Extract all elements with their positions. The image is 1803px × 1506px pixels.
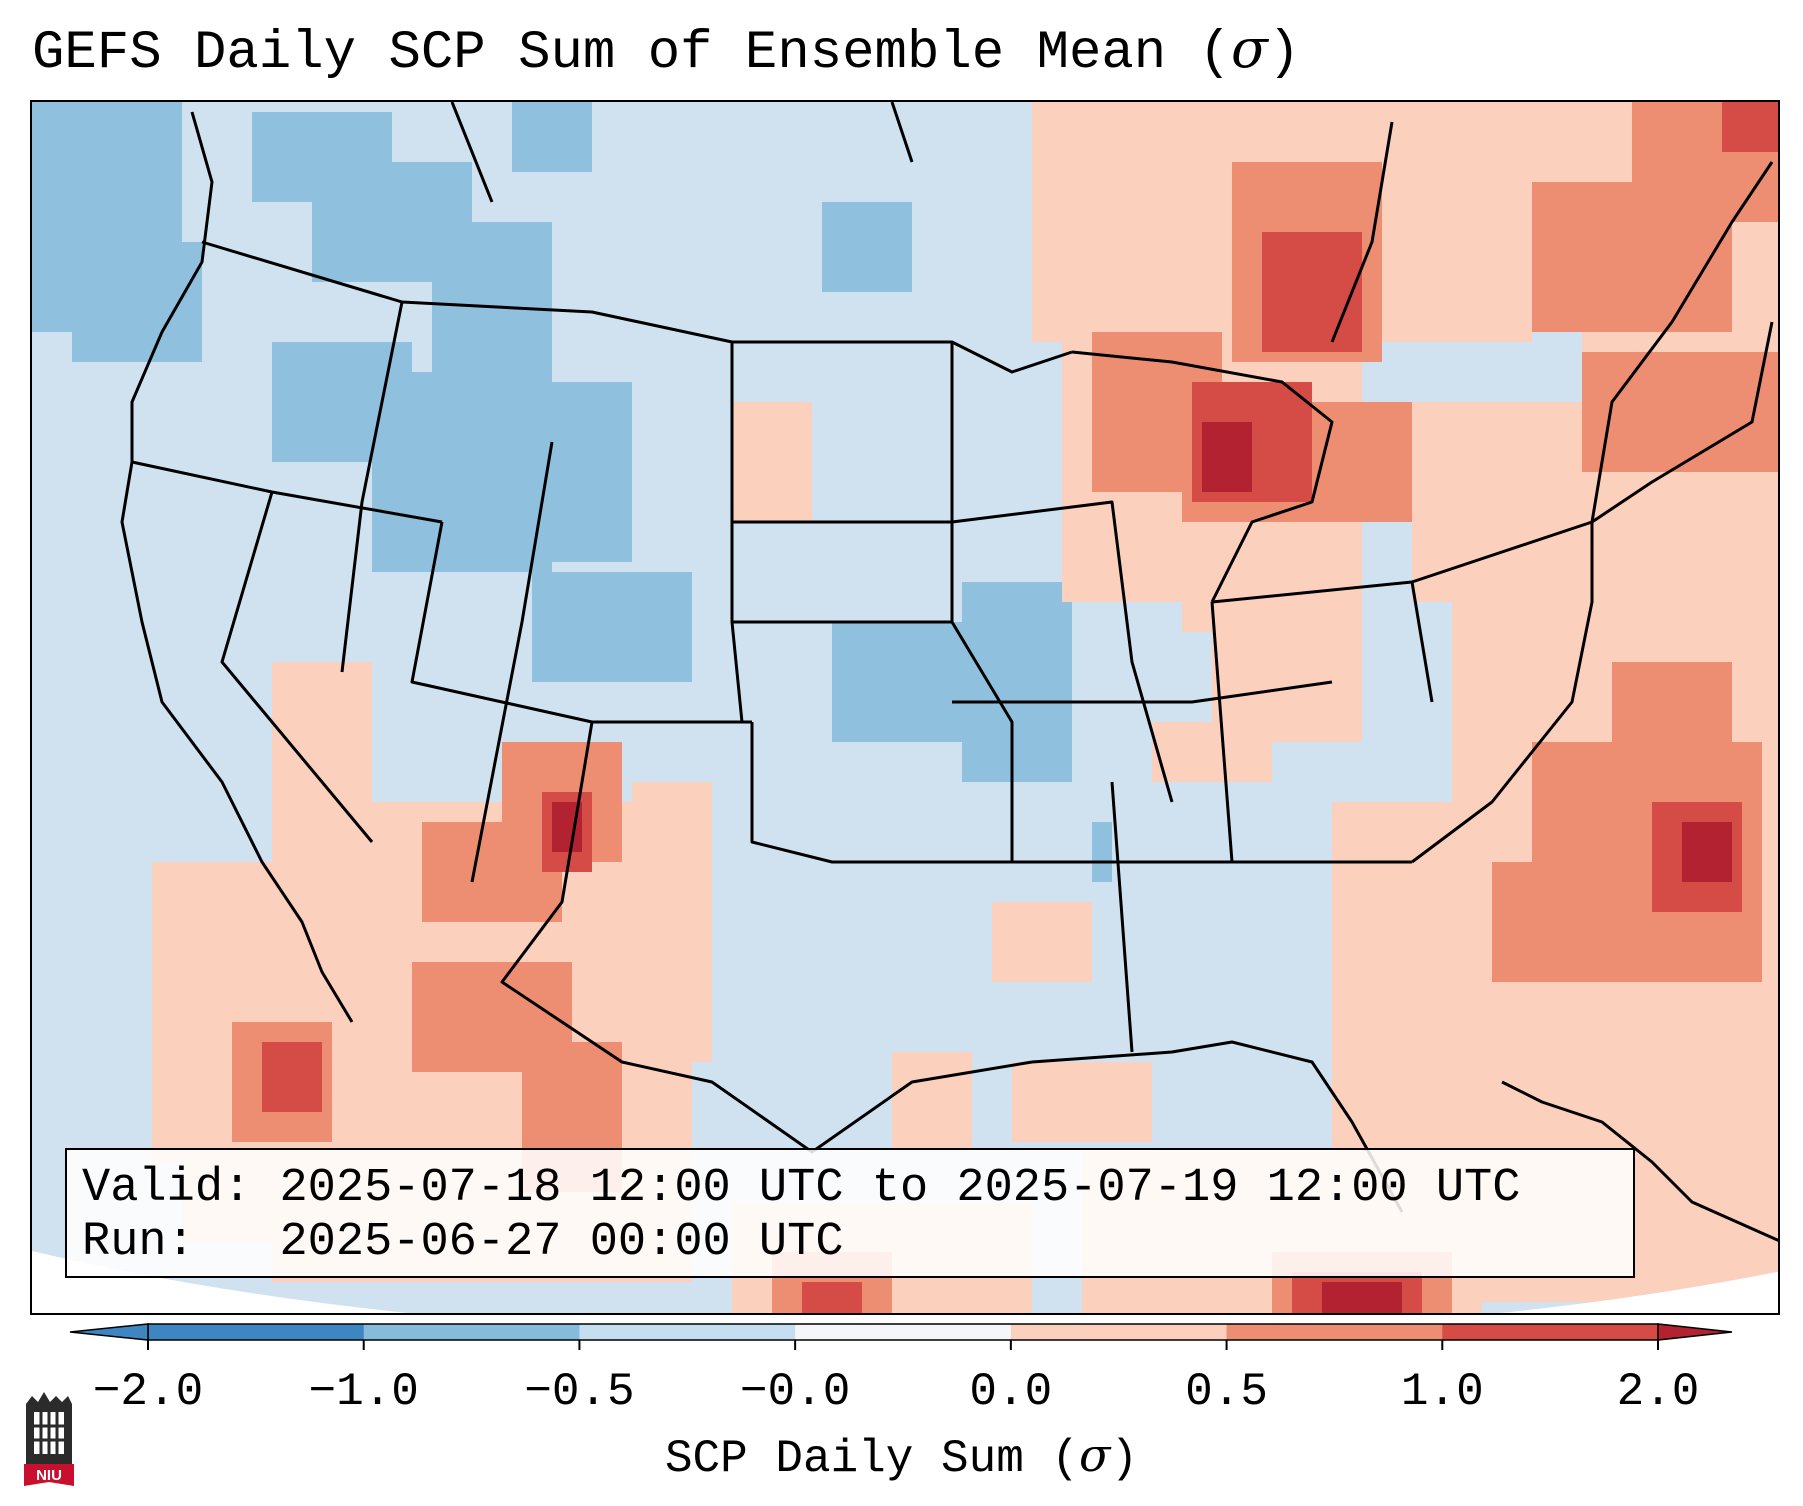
- colorbar-segment: [1442, 1324, 1659, 1340]
- state-boundaries: [120, 102, 1778, 1244]
- colorbar-segment: [363, 1324, 580, 1340]
- colorbar-label: SCP Daily Sum (σ): [664, 1428, 1139, 1485]
- colorbar-segment: [1010, 1324, 1228, 1340]
- map-svg: [32, 102, 1778, 1313]
- valid-run-infobox: Valid: 2025-07-18 12:00 UTC to 2025-07-1…: [65, 1148, 1635, 1278]
- colorbar-segments: [147, 1323, 1659, 1341]
- colorbar-segment: [1226, 1324, 1443, 1340]
- colorbar-tick-label: −0.5: [524, 1366, 635, 1418]
- colorbar-segment: [579, 1324, 796, 1340]
- colorbar-tick-label: −1.0: [308, 1366, 419, 1418]
- colorbar-extend-low: [69, 1323, 149, 1341]
- colorbar: [69, 1323, 1733, 1350]
- niu-logo-icon: NIU: [24, 1392, 74, 1486]
- negative-anomaly-patches: [32, 102, 1112, 882]
- globe-edge: [32, 1251, 1778, 1313]
- colorbar-tick-label: 0.5: [1185, 1366, 1268, 1418]
- colorbar-ticks: [147, 1340, 1659, 1350]
- map-panel: [30, 100, 1780, 1315]
- colorbar-tick-label: −0.0: [739, 1366, 851, 1418]
- svg-text:NIU: NIU: [36, 1467, 62, 1484]
- colorbar-segment: [148, 1324, 365, 1340]
- colorbar-tick-label: 0.0: [969, 1366, 1053, 1418]
- colorbar-extend-high: [1657, 1323, 1733, 1341]
- chart-title: GEFS Daily SCP Sum of Ensemble Mean (σ): [32, 17, 1301, 84]
- colorbar-tick-label: −2.0: [92, 1366, 204, 1418]
- colorbar-tick-label: 2.0: [1616, 1366, 1700, 1418]
- colorbar-segment: [795, 1324, 1012, 1340]
- colorbar-tick-label: 1.0: [1400, 1366, 1484, 1418]
